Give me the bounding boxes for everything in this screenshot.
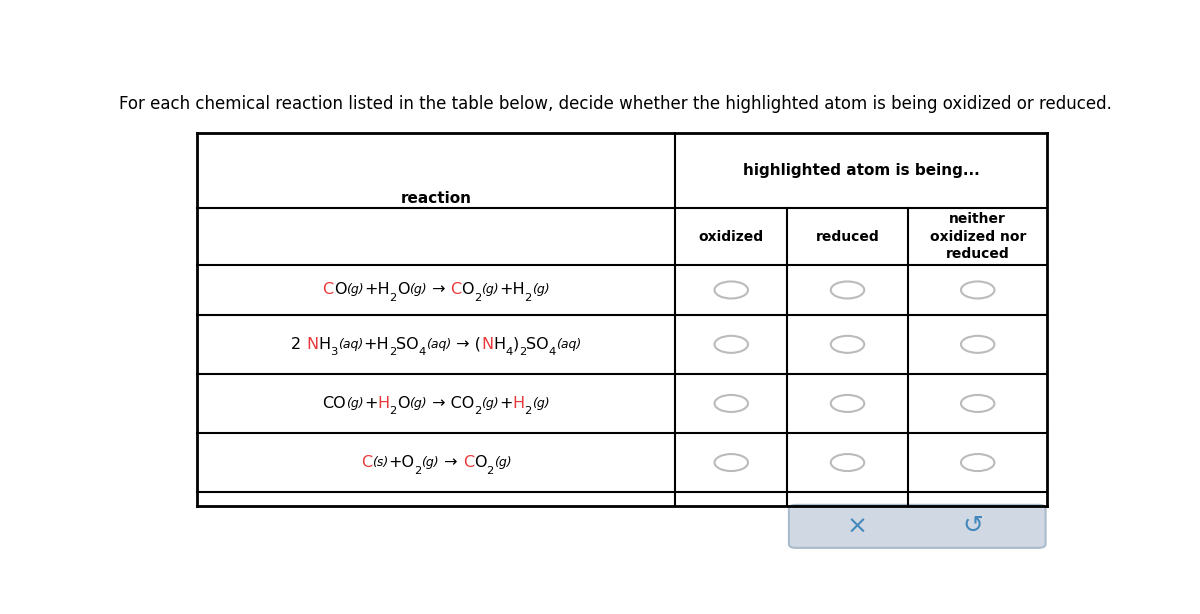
Text: (g): (g): [409, 284, 427, 297]
Text: 2: 2: [390, 293, 397, 303]
Text: ↺: ↺: [962, 515, 984, 538]
Text: (g): (g): [409, 397, 427, 410]
Text: highlighted atom is being...: highlighted atom is being...: [743, 163, 980, 178]
Text: For each chemical reaction listed in the table below, decide whether the highlig: For each chemical reaction listed in the…: [119, 95, 1111, 113]
Text: +O: +O: [388, 455, 414, 470]
Text: 2: 2: [390, 406, 397, 416]
Text: O: O: [462, 282, 474, 297]
Text: +H: +H: [364, 337, 389, 352]
Text: → (: → (: [451, 337, 481, 352]
Text: C: C: [361, 455, 372, 470]
Text: O: O: [334, 282, 346, 297]
Text: 2: 2: [524, 406, 532, 416]
Text: H: H: [493, 337, 505, 352]
Text: H: H: [318, 337, 330, 352]
Text: →: →: [439, 455, 463, 470]
Text: CO: CO: [323, 396, 346, 411]
Text: (g): (g): [532, 284, 550, 297]
Text: 4: 4: [419, 348, 426, 357]
Text: 2: 2: [389, 348, 396, 357]
Text: C: C: [323, 282, 334, 297]
Text: 2: 2: [290, 337, 306, 352]
Text: +: +: [499, 396, 512, 411]
Text: reaction: reaction: [401, 192, 472, 206]
Text: O: O: [397, 396, 409, 411]
Text: +H: +H: [499, 282, 524, 297]
Text: 2: 2: [524, 293, 532, 303]
FancyBboxPatch shape: [788, 505, 1045, 548]
Text: → CO: → CO: [427, 396, 474, 411]
Text: 4: 4: [548, 348, 556, 357]
Text: 2: 2: [474, 293, 481, 303]
Text: C: C: [463, 455, 474, 470]
Text: 2: 2: [414, 465, 421, 476]
Text: (g): (g): [421, 456, 439, 469]
Text: SO: SO: [396, 337, 419, 352]
Text: +H: +H: [364, 282, 390, 297]
Text: SO: SO: [526, 337, 548, 352]
Text: (aq): (aq): [556, 338, 581, 351]
Text: (s): (s): [372, 456, 388, 469]
Text: neither
oxidized nor
reduced: neither oxidized nor reduced: [930, 212, 1026, 261]
Text: (g): (g): [481, 284, 499, 297]
Text: 2: 2: [518, 348, 526, 357]
Text: N: N: [481, 337, 493, 352]
Text: (g): (g): [481, 397, 499, 410]
Text: C: C: [450, 282, 462, 297]
Text: O: O: [397, 282, 409, 297]
Text: N: N: [306, 337, 318, 352]
Text: ×: ×: [846, 515, 868, 538]
Text: H: H: [512, 396, 524, 411]
Text: 2: 2: [486, 465, 493, 476]
Text: (g): (g): [532, 397, 550, 410]
Text: (aq): (aq): [337, 338, 364, 351]
Text: +: +: [364, 396, 377, 411]
Text: reduced: reduced: [816, 230, 880, 244]
Text: 2: 2: [474, 406, 481, 416]
Text: H: H: [377, 396, 390, 411]
Text: 4: 4: [505, 348, 512, 357]
Text: →: →: [427, 282, 450, 297]
Text: (aq): (aq): [426, 338, 451, 351]
Text: O: O: [474, 455, 486, 470]
Text: ): ): [512, 337, 518, 352]
Text: oxidized: oxidized: [698, 230, 764, 244]
Text: (g): (g): [493, 456, 511, 469]
Text: 3: 3: [330, 348, 337, 357]
Text: (g): (g): [346, 397, 364, 410]
Text: (g): (g): [346, 284, 364, 297]
